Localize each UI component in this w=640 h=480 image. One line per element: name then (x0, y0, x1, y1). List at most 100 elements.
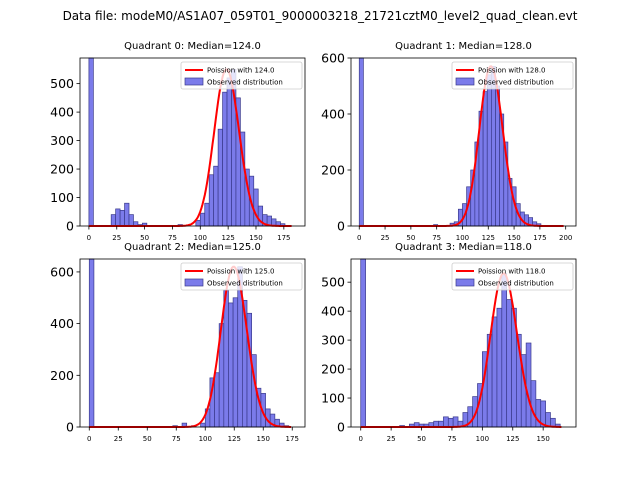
quadrant-0-bar (110, 214, 116, 227)
quadrant-2-bar (88, 258, 95, 428)
quadrant-0-bar (199, 212, 206, 227)
quadrant-2-ytick-label: 200 (50, 368, 74, 383)
quadrant-2-bar (200, 422, 206, 428)
quadrant-0-xtick-label: 125 (221, 234, 234, 242)
quadrant-3-ytick-label: 300 (321, 333, 345, 348)
quadrant-1-axes-frame (350, 57, 577, 227)
quadrant-2-legend-observed-label: Observed distribution (207, 280, 283, 288)
quadrant-3-legend-poisson-label: Poission with 118.0 (478, 268, 546, 276)
quadrant-3-bar (452, 416, 459, 428)
quadrant-0-ytick-label: 300 (50, 133, 74, 148)
quadrant-1-bar (482, 91, 488, 227)
quadrant-0-title: Quadrant 0: Median=124.0 (124, 41, 261, 52)
quadrant-3-bar (491, 316, 498, 428)
quadrant-3-xtick-label: 150 (536, 435, 549, 443)
quadrant-0-xtick-label: 50 (140, 234, 149, 242)
quadrant-0-ytick-label: 0 (66, 219, 74, 234)
quadrant-3-bar (360, 258, 366, 428)
quadrant-2-xtick-label: 50 (143, 435, 152, 443)
quadrant-1-xtick-label: 175 (533, 234, 546, 242)
quadrant-1-xtick-label: 75 (432, 234, 441, 242)
quadrant-0-axes-frame (79, 57, 306, 227)
quadrant-3-title: Quadrant 3: Median=118.0 (395, 242, 532, 253)
quadrant-2-bar (223, 289, 229, 428)
quadrant-0-legend-poisson-label: Poission with 124.0 (207, 67, 275, 75)
quadrant-2-ytick-label: 0 (66, 420, 74, 435)
quadrant-3-bar (501, 273, 508, 428)
quadrant-0-bar (226, 77, 232, 227)
quadrant-0-bar (217, 128, 223, 227)
quadrant-3-axes-frame (350, 258, 577, 428)
quadrant-0-bar (204, 202, 210, 227)
quadrant-1-ytick-label: 0 (337, 219, 345, 234)
quadrant-3-xtick-label: 125 (506, 435, 519, 443)
quadrant-0-ytick-label: 200 (50, 162, 74, 177)
quadrant-1-bar (358, 57, 364, 227)
quadrant-3-ytick-label: 0 (337, 420, 345, 435)
quadrant-0-legend-observed-label: Observed distribution (207, 79, 283, 87)
quadrant-1-ytick-label: 600 (321, 51, 345, 66)
quadrant-1-xtick-label: 100 (456, 234, 469, 242)
quadrant-2-bar (228, 302, 234, 428)
quadrant-2-legend-box (180, 262, 303, 291)
quadrant-2-xtick-label: 150 (257, 435, 270, 443)
quadrant-0-bar (124, 202, 130, 227)
quadrant-3-xtick-label: 75 (447, 435, 456, 443)
quadrant-1-legend-box (451, 61, 574, 90)
quadrant-1-chart: Quadrant 1: Median=128.0 0 25 50 75 100 125 150… (321, 41, 577, 242)
quadrant-2-axes-frame (79, 258, 306, 428)
quadrant-0-bar (253, 188, 259, 227)
quadrant-2-xtick-label: 0 (87, 435, 91, 443)
quadrant-2-legend-poisson-label: Poission with 125.0 (207, 268, 275, 276)
quadrant-3-ytick-label: 500 (321, 275, 345, 290)
quadrant-3-bar (530, 380, 537, 428)
quadrant-3-bar (447, 417, 454, 428)
quadrant-2-xtick-label: 75 (172, 435, 181, 443)
quadrant-3-legend-bar-swatch (455, 278, 475, 287)
quadrant-2-ytick-label: 400 (50, 316, 74, 331)
quadrant-2-xtick-label: 125 (228, 435, 241, 443)
quadrant-3-legend-box (451, 262, 574, 291)
quadrant-3-ytick-label: 100 (321, 391, 345, 406)
quadrant-2-xtick-label: 175 (286, 435, 299, 443)
quadrant-3-chart: Quadrant 3: Median=118.0 0 25 50 75 100 125 150… (321, 242, 577, 443)
quadrant-0-bar (119, 209, 125, 227)
quadrant-0-bar (115, 208, 121, 227)
quadrant-1-bar (491, 66, 496, 227)
quadrant-1-legend-bar-swatch (455, 77, 475, 86)
quadrant-1-ytick-label: 400 (321, 107, 345, 122)
suptitle: Data file: modeM0/AS1A07_059T01_90000032… (63, 9, 578, 23)
quadrant-1-xtick-label: 50 (406, 234, 415, 242)
quadrant-3-xtick-label: 100 (476, 435, 489, 443)
quadrant-0-chart: Quadrant 0: Median=124.0 0 25 50 75 100 125 150… (50, 41, 306, 242)
quadrant-1-xtick-label: 200 (559, 234, 572, 242)
quadrant-3-ytick-label: 400 (321, 304, 345, 319)
quadrant-1-legend-observed-label: Observed distribution (478, 79, 554, 87)
quadrant-2-chart: Quadrant 2: Median=125.0 0 25 50 75 100 125 150… (50, 242, 306, 443)
quadrant-2-xtick-label: 25 (114, 435, 123, 443)
quadrant-0-bar (208, 174, 215, 227)
quadrant-3-ytick-label: 200 (321, 362, 345, 377)
quadrant-0-legend-bar-swatch (184, 77, 204, 86)
quadrant-1-title: Quadrant 1: Median=128.0 (395, 41, 532, 52)
quadrant-3-legend-observed-label: Observed distribution (478, 280, 554, 288)
quadrant-1-xtick-label: 25 (381, 234, 390, 242)
quadrant-2-ytick-label: 600 (50, 264, 74, 279)
quadrant-3-bar (525, 342, 532, 428)
quadrant-2-title: Quadrant 2: Median=125.0 (124, 242, 261, 253)
quadrant-1-xtick-label: 150 (507, 234, 520, 242)
quadrant-0-legend-box (180, 61, 303, 90)
quadrant-0-ytick-label: 100 (50, 190, 74, 205)
quadrant-0-bar (222, 91, 228, 227)
quadrant-0-xtick-label: 0 (87, 234, 91, 242)
quadrant-2-legend-bar-swatch (184, 278, 204, 287)
quadrant-1-ytick-label: 200 (321, 163, 345, 178)
quadrant-0-xtick-label: 100 (194, 234, 207, 242)
quadrant-1-bar (486, 74, 492, 227)
quadrant-3-bar (443, 416, 449, 428)
quadrant-3-bar (506, 299, 512, 428)
quadrant-1-legend-poisson-label: Poission with 128.0 (478, 67, 546, 75)
quadrant-0-xtick-label: 175 (277, 234, 290, 242)
quadrant-3-bar (496, 307, 503, 428)
